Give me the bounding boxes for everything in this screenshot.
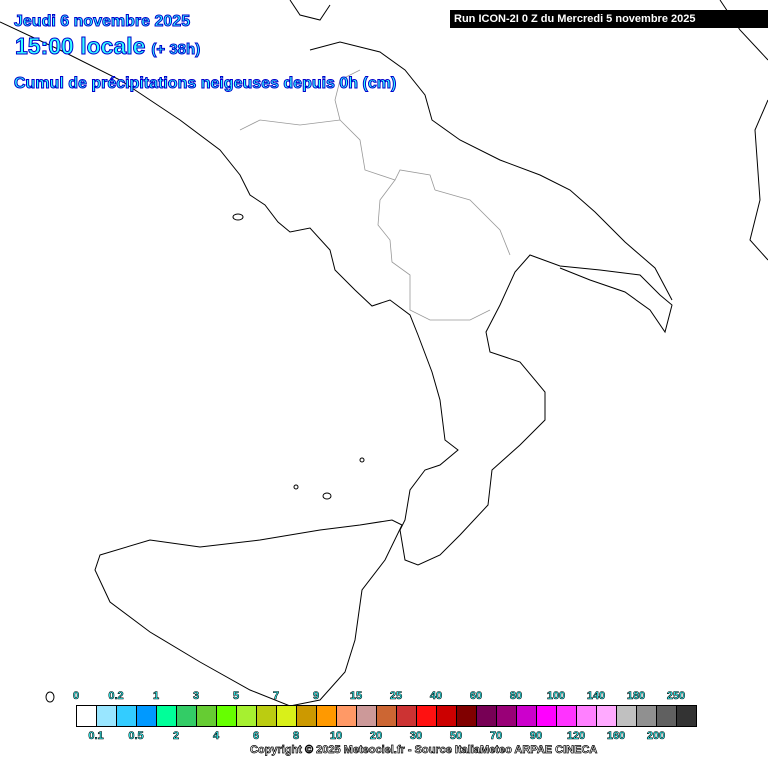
- legend-bottom-label: 20: [369, 730, 383, 743]
- legend-swatch: [617, 706, 637, 726]
- legend-bottom-label: 8: [292, 730, 300, 743]
- legend-top-label: 5: [232, 690, 240, 703]
- legend-swatch: [197, 706, 217, 726]
- legend-bottom-label: 6: [252, 730, 260, 743]
- legend-swatch: [657, 706, 677, 726]
- legend-bottom-label: 30: [409, 730, 423, 743]
- legend-swatch: [177, 706, 197, 726]
- balkan-coast: [749, 99, 768, 261]
- forecast-time: 15:00 locale (+ 38h): [14, 33, 201, 60]
- legend-top-label: 9: [312, 690, 320, 703]
- legend-top-label: 25: [389, 690, 403, 703]
- legend-swatch: [77, 706, 97, 726]
- legend-top-label: 40: [429, 690, 443, 703]
- legend-swatch: [377, 706, 397, 726]
- legend-swatch: [497, 706, 517, 726]
- legend-swatch: [317, 706, 337, 726]
- legend-top-label: 60: [469, 690, 483, 703]
- forecast-date: Jeudi 6 novembre 2025: [13, 13, 191, 31]
- legend-swatch: [477, 706, 497, 726]
- legend-top-label: 100: [546, 690, 566, 703]
- legend-top-label: 7: [272, 690, 280, 703]
- legend-bottom-label: 10: [329, 730, 343, 743]
- legend-swatch: [677, 706, 696, 726]
- legend-swatch: [117, 706, 137, 726]
- legend-swatch: [397, 706, 417, 726]
- legend-swatch: [437, 706, 457, 726]
- legend-swatch: [217, 706, 237, 726]
- legend-top-label: 80: [509, 690, 523, 703]
- legend-bottom-label: 0.5: [128, 730, 144, 743]
- north-coast: [289, 0, 331, 21]
- legend-swatch: [537, 706, 557, 726]
- legend-bottom-label: 0.1: [88, 730, 104, 743]
- legend-swatch: [457, 706, 477, 726]
- run-info: Run ICON-2I 0 Z du Mercredi 5 novembre 2…: [450, 10, 768, 28]
- legend-bottom-label: 4: [212, 730, 220, 743]
- legend-top-label: 180: [626, 690, 646, 703]
- lead-time: (+ 38h): [151, 41, 201, 59]
- legend-top-label: 3: [192, 690, 200, 703]
- legend-top-label: 0.2: [108, 690, 124, 703]
- legend-swatch: [297, 706, 317, 726]
- legend-bottom-label: 120: [566, 730, 586, 743]
- legend-top-label: 250: [666, 690, 686, 703]
- legend-bottom-label: 200: [646, 730, 666, 743]
- adriatic-coast: [309, 41, 673, 301]
- east-coast: [719, 0, 768, 61]
- legend-swatch: [337, 706, 357, 726]
- legend-swatch: [597, 706, 617, 726]
- legend-bottom-label: 160: [606, 730, 626, 743]
- legend-swatch: [137, 706, 157, 726]
- parameter-title: Cumul de précipitations neigeuses depuis…: [13, 75, 397, 93]
- legend-top-label: 140: [586, 690, 606, 703]
- legend-bottom-label: 90: [529, 730, 543, 743]
- legend-swatch: [97, 706, 117, 726]
- legend-swatch: [557, 706, 577, 726]
- legend-swatch: [417, 706, 437, 726]
- legend-top-label: 1: [152, 690, 160, 703]
- legend-swatch: [577, 706, 597, 726]
- color-scale-legend: [76, 705, 697, 727]
- legend-swatch: [517, 706, 537, 726]
- legend-bottom-label: 70: [489, 730, 503, 743]
- legend-swatch: [277, 706, 297, 726]
- legend-bottom-label: 2: [172, 730, 180, 743]
- legend-swatch: [637, 706, 657, 726]
- legend-top-label: 0: [72, 690, 80, 703]
- legend-swatch: [157, 706, 177, 726]
- copyright: Copyright © 2025 Meteociel.fr - Source I…: [250, 744, 598, 757]
- sicily: [94, 519, 403, 707]
- legend-swatch: [357, 706, 377, 726]
- region-borders: [239, 69, 511, 321]
- legend-bottom-label: 50: [449, 730, 463, 743]
- legend-swatch: [257, 706, 277, 726]
- legend-swatch: [237, 706, 257, 726]
- legend-top-label: 15: [349, 690, 363, 703]
- time-label: 15:00 locale: [14, 33, 146, 60]
